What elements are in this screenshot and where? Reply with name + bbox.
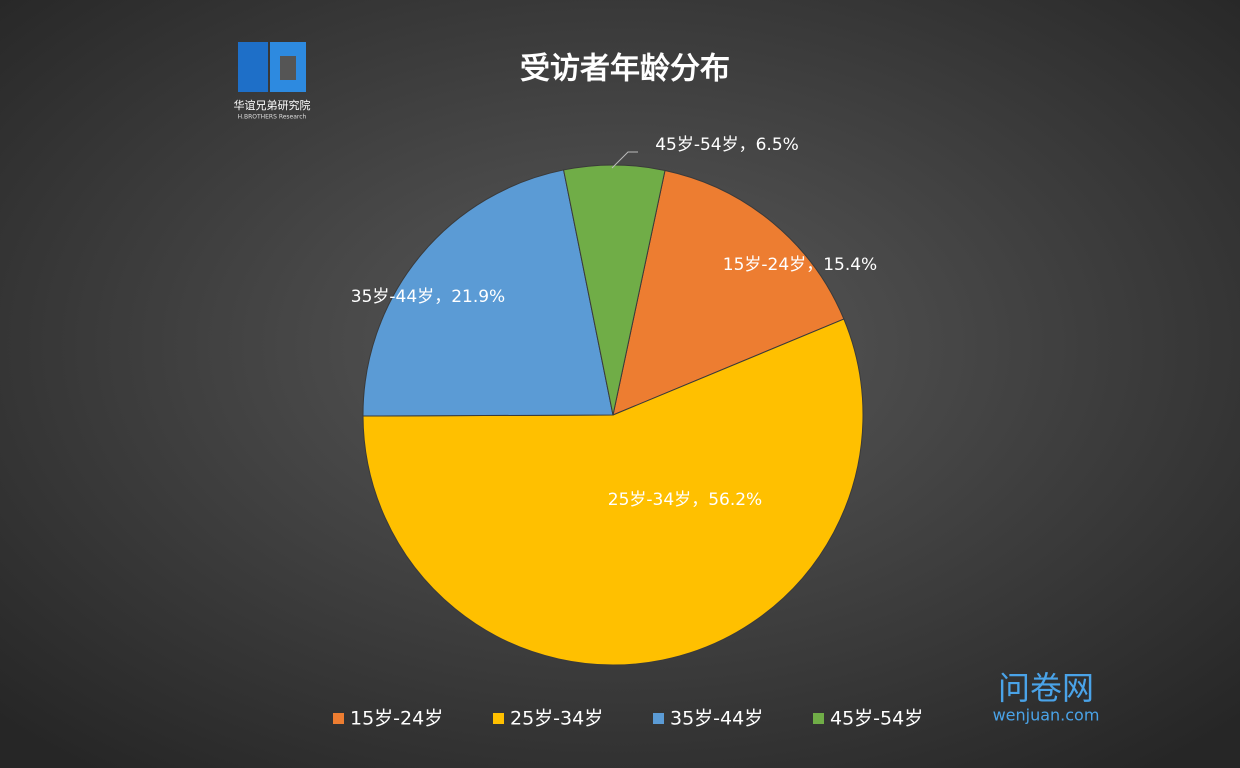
logo-name: 华谊兄弟研究院 bbox=[234, 98, 311, 112]
watermark-url: wenjuan.com bbox=[993, 706, 1100, 725]
chart-title: 受访者年龄分布 bbox=[520, 52, 730, 87]
legend-swatch bbox=[813, 713, 824, 724]
label-separator: ， bbox=[806, 255, 823, 275]
legend-swatch bbox=[653, 713, 664, 724]
label-value: 21.9% bbox=[451, 287, 505, 307]
label-value: 6.5% bbox=[756, 135, 799, 155]
legend-label: 25岁-34岁 bbox=[510, 708, 603, 730]
label-separator: ， bbox=[434, 287, 451, 307]
label-category: 45岁-54岁 bbox=[655, 135, 738, 155]
data-label: 35岁-44岁，21.9% bbox=[351, 287, 505, 307]
data-label: 25岁-34岁，56.2% bbox=[608, 490, 762, 510]
watermark-name: 问卷网 bbox=[998, 669, 1094, 707]
pie-slice bbox=[362, 318, 864, 666]
legend-swatch bbox=[493, 713, 504, 724]
legend-label: 45岁-54岁 bbox=[830, 708, 923, 730]
legend-swatch bbox=[333, 713, 344, 724]
label-category: 25岁-34岁 bbox=[608, 490, 691, 510]
label-value: 15.4% bbox=[823, 255, 877, 275]
watermark: 问卷网 wenjuan.com bbox=[993, 669, 1100, 725]
logo: 华谊兄弟研究院 H.BROTHERS Research bbox=[234, 42, 311, 121]
label-separator: ， bbox=[739, 135, 756, 155]
data-label: 45岁-54岁，6.5% bbox=[655, 135, 799, 155]
logo-subtitle: H.BROTHERS Research bbox=[238, 114, 307, 121]
label-separator: ， bbox=[691, 490, 708, 510]
label-value: 56.2% bbox=[708, 490, 762, 510]
leader-line bbox=[611, 151, 638, 169]
legend-label: 35岁-44岁 bbox=[670, 708, 763, 730]
legend-label: 15岁-24岁 bbox=[350, 708, 443, 730]
pie-slice bbox=[612, 169, 845, 416]
pie-slice bbox=[362, 169, 614, 417]
label-category: 15岁-24岁 bbox=[723, 255, 806, 275]
data-label: 15岁-24岁，15.4% bbox=[723, 255, 877, 275]
label-category: 35岁-44岁 bbox=[351, 287, 434, 307]
